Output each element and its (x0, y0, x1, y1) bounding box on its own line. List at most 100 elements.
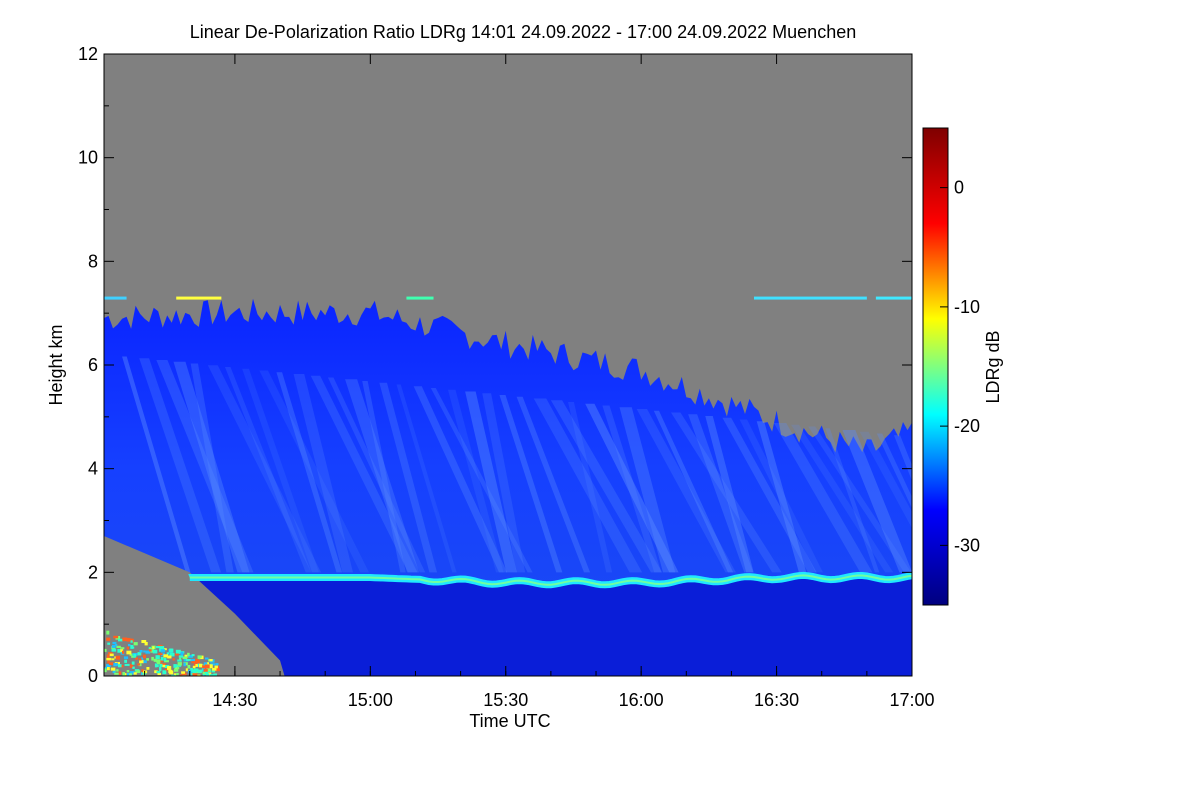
clutter-pixel (126, 646, 130, 650)
clutter-pixel (131, 654, 136, 658)
clutter-pixel (124, 663, 130, 666)
clutter-pixel (175, 650, 180, 654)
clutter-pixel (181, 671, 186, 674)
fall-streak (533, 398, 643, 573)
clutter-pixel (126, 670, 130, 673)
fall-streak (447, 389, 504, 573)
clutter-pixel (214, 665, 218, 669)
clutter-pixel (163, 657, 167, 661)
clutter-pixel (153, 658, 157, 662)
clutter-pixel (106, 654, 110, 659)
fall-streak (859, 431, 912, 529)
clutter-pixel (190, 658, 195, 662)
y-tick-label: 6 (88, 355, 98, 375)
y-axis: 0 2 4 6 8 10 12 (78, 44, 912, 686)
clutter-pixel (109, 653, 114, 657)
clutter-pixel (132, 666, 135, 669)
clutter-pixel (205, 657, 209, 660)
fall-streak (550, 400, 663, 573)
clutter-pixel (192, 673, 198, 676)
clutter-pixel (155, 646, 160, 649)
clutter-pixel (135, 657, 139, 660)
fall-streak (722, 417, 817, 573)
fall-streak (499, 394, 563, 573)
clutter-pixel (213, 673, 218, 676)
clutter-pixel (142, 654, 146, 659)
clutter-pixel (128, 644, 131, 647)
fall-streak (139, 358, 222, 573)
clutter-pixel (172, 658, 175, 661)
clutter-pixel (187, 665, 191, 669)
clutter-pixel (118, 671, 122, 675)
clutter-pixel (113, 635, 119, 639)
clutter-pixel (157, 644, 163, 648)
clutter-pixel (208, 658, 211, 662)
clutter-pixel (116, 669, 119, 672)
fall-streak (362, 380, 406, 573)
clutter-pixel (155, 655, 160, 660)
clutter-pixel (126, 673, 132, 676)
clutter-pixel (106, 657, 112, 661)
clutter-pixel (116, 645, 121, 649)
clutter-pixel (106, 637, 111, 641)
clutter-pixel (215, 668, 220, 672)
clutter-pixel (160, 660, 163, 663)
clutter-pixel (167, 655, 172, 659)
clutter-pixel (146, 667, 150, 670)
clutter-pixel (171, 674, 176, 676)
clutter-pixel (156, 671, 161, 674)
fall-streak (327, 377, 426, 573)
clutter-pixel (197, 655, 201, 660)
lower-precip-region (189, 577, 912, 676)
clutter-pixel (215, 663, 219, 666)
clutter-pixel (112, 671, 116, 674)
clutter-pixel (176, 672, 179, 676)
clutter-pixel (107, 642, 111, 645)
clutter-pixel (108, 662, 114, 665)
fall-streak (808, 426, 912, 573)
x-tick-label: 14:30 (212, 690, 257, 710)
clutter-pixel (185, 659, 191, 662)
clutter-pixel (194, 668, 199, 672)
clutter-pixel (204, 671, 209, 674)
clutter-pixel (199, 663, 203, 668)
clutter-pixel (157, 673, 161, 676)
clutter-pixel (122, 650, 125, 654)
clutter-pixel (113, 669, 116, 673)
clutter-pixel (151, 656, 154, 661)
x-tick-label: 15:00 (348, 690, 393, 710)
fall-streak (259, 370, 369, 573)
clutter-pixel (164, 665, 170, 669)
clutter-pixel (159, 646, 165, 649)
clutter-pixel (205, 673, 210, 676)
clutter-pixel (120, 649, 124, 653)
clutter-pixel (122, 637, 128, 642)
dry-air-region (104, 536, 285, 676)
clutter-pixel (206, 662, 210, 665)
fall-streak (293, 373, 354, 573)
clutter-pixel (110, 667, 116, 671)
clutter-pixel (106, 664, 111, 668)
clutter-pixel (190, 668, 194, 671)
clutter-pixel (139, 650, 143, 653)
signal-segment (104, 296, 127, 300)
x-axis: 14:30 15:00 15:30 16:00 16:30 17:00 (144, 54, 935, 710)
clutter-pixel (115, 655, 121, 660)
clutter-pixel (192, 665, 196, 669)
clutter-pixel (206, 668, 211, 672)
clutter-pixel (117, 648, 122, 653)
x-axis-label: Time UTC (469, 711, 550, 731)
clutter-pixel (107, 666, 110, 671)
clutter-pixel (197, 669, 203, 673)
clutter-pixel (154, 663, 157, 668)
clutter-pixel (174, 668, 179, 672)
clutter-pixel (163, 654, 169, 658)
clutter-pixel (124, 659, 128, 663)
clutter-pixel (188, 654, 193, 658)
clutter-pixel (160, 649, 166, 652)
fall-streak (739, 419, 823, 573)
clutter-pixel (176, 666, 180, 670)
clutter-pixel (152, 649, 158, 654)
colorbar-scale (922, 127, 949, 606)
clutter-pixel (169, 651, 172, 654)
